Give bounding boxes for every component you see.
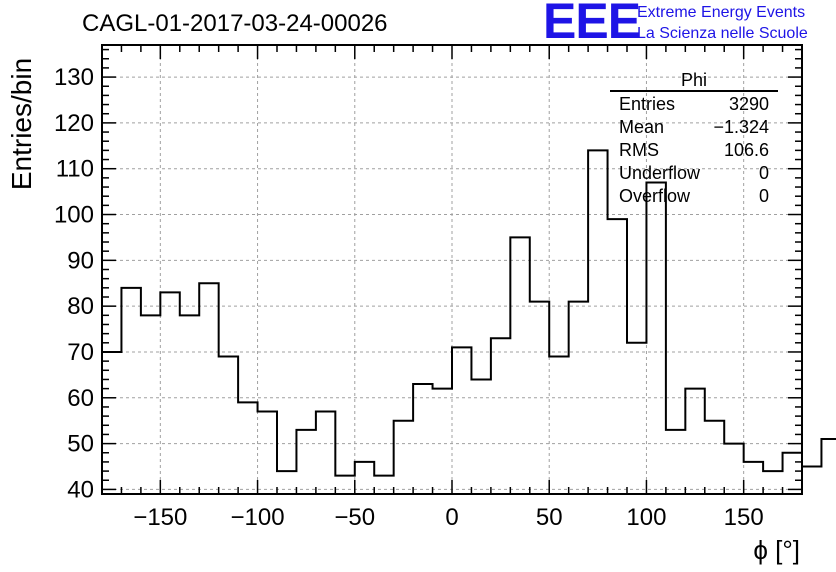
histogram-bin <box>705 421 724 494</box>
histogram-bin <box>685 389 704 494</box>
histogram-bin <box>199 283 218 494</box>
x-tick-label: −150 <box>133 504 187 531</box>
histogram-bin <box>783 453 802 494</box>
histogram-outline <box>102 149 836 477</box>
histogram-bin <box>821 439 836 494</box>
y-axis-label: Entries/bin <box>6 57 37 191</box>
histogram-bin <box>763 471 782 494</box>
histogram-bin <box>219 357 238 494</box>
eee-logo: EEE <box>543 0 641 49</box>
histogram-bin <box>530 302 549 494</box>
y-tick-label: 120 <box>54 110 94 137</box>
y-tick-label: 50 <box>67 431 94 458</box>
histogram-bin <box>316 412 335 494</box>
x-tick-label: −50 <box>334 504 375 531</box>
x-tick-label: 150 <box>724 504 764 531</box>
histogram-bin <box>588 150 607 494</box>
histogram-bin <box>433 389 452 494</box>
histogram-bin <box>335 476 354 494</box>
stats-row-value: 0 <box>759 186 769 206</box>
y-tick-label: 130 <box>54 64 94 91</box>
y-tick-label: 60 <box>67 385 94 412</box>
chart-title: CAGL-01-2017-03-24-00026 <box>82 10 388 37</box>
histogram-bin <box>471 379 490 494</box>
histogram-bin <box>258 412 277 494</box>
y-tick-label: 110 <box>56 156 94 183</box>
logo-caption-line2: La Scienza nelle Scuole <box>637 25 808 42</box>
x-tick-label: 100 <box>626 504 666 531</box>
x-tick-label: 50 <box>536 504 563 531</box>
stats-row-label: Mean <box>619 117 664 137</box>
y-tick-label: 100 <box>54 202 94 229</box>
x-tick-label: −100 <box>231 504 285 531</box>
x-tick-label: 0 <box>445 504 458 531</box>
histogram-bin <box>102 352 121 494</box>
histogram-bin <box>724 444 743 494</box>
histogram-bin <box>180 315 199 494</box>
histogram-bin <box>569 302 588 494</box>
stats-row-label: Entries <box>619 94 675 114</box>
histogram-bin <box>666 430 685 494</box>
histogram-bin <box>413 384 432 494</box>
stats-row-value: 106.6 <box>724 140 769 160</box>
histogram-bin <box>238 402 257 494</box>
histogram-bin <box>374 476 393 494</box>
stats-row-label: Underflow <box>619 163 701 183</box>
y-tick-label: 70 <box>67 339 94 366</box>
histogram-bin <box>160 292 179 494</box>
histogram-bin <box>744 462 763 494</box>
logo-caption-line1: Extreme Energy Events <box>637 4 806 21</box>
stats-row-label: Overflow <box>619 186 691 206</box>
histogram-bin <box>277 471 296 494</box>
histogram-bin <box>510 237 529 494</box>
stats-row-value: 0 <box>759 163 769 183</box>
stats-box-title: Phi <box>681 70 707 90</box>
histogram-bin <box>394 421 413 494</box>
histogram-bin <box>355 462 374 494</box>
stats-row-label: RMS <box>619 140 659 160</box>
histogram-bin <box>121 288 140 494</box>
histogram-bin <box>627 343 646 494</box>
histogram-bin <box>491 338 510 494</box>
y-tick-label: 90 <box>67 247 94 274</box>
stats-row-value: 3290 <box>729 94 769 114</box>
histogram-bin <box>646 182 665 494</box>
histogram-bin <box>608 219 627 494</box>
histogram-bin <box>141 315 160 494</box>
histogram-bin <box>802 467 821 494</box>
histogram-bin <box>296 430 315 494</box>
histogram-bin <box>549 357 568 494</box>
stats-row-value: −1.324 <box>713 117 769 137</box>
x-axis-label: ϕ [°] <box>753 535 800 565</box>
y-tick-label: 40 <box>67 476 94 503</box>
histogram-bin <box>452 347 471 494</box>
y-tick-label: 80 <box>67 293 94 320</box>
